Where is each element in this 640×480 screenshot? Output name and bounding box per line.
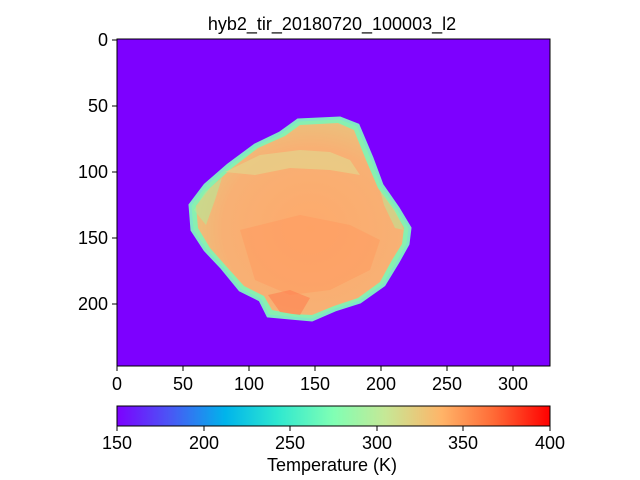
colorbar-tick-label: 300 <box>362 433 392 453</box>
image-axes-frame <box>116 38 551 367</box>
colorbar-gradient <box>116 405 551 427</box>
x-tick-label: 300 <box>498 374 528 394</box>
x-axis: 0 50 100 150 200 250 300 <box>112 366 528 394</box>
asteroid-hot-spot <box>268 290 310 315</box>
colorbar-tick-label: 400 <box>535 433 565 453</box>
image-title: hyb2_tir_20180720_100003_l2 <box>208 14 456 35</box>
colorbar-tick-label: 350 <box>448 433 478 453</box>
x-tick-label: 0 <box>112 374 122 394</box>
colorbar-tick-label: 150 <box>102 433 132 453</box>
y-tick-label: 50 <box>88 96 108 116</box>
y-tick-label: 100 <box>78 162 108 182</box>
asteroid-shadow-ridge <box>225 150 360 175</box>
x-tick-label: 200 <box>366 374 396 394</box>
y-tick-label: 200 <box>78 294 108 314</box>
colorbar-label: Temperature (K) <box>267 455 397 475</box>
asteroid-cool-edge-right <box>380 190 404 230</box>
colorbar-tick-label: 200 <box>189 433 219 453</box>
asteroid-cool-edge <box>194 178 222 225</box>
asteroid-warm-region <box>240 215 380 295</box>
x-tick-label: 250 <box>432 374 462 394</box>
y-tick-label: 0 <box>98 30 108 50</box>
x-tick-label: 100 <box>234 374 264 394</box>
colorbar-tick-label: 250 <box>275 433 305 453</box>
thermal-image <box>117 39 550 366</box>
x-tick-label: 150 <box>300 374 330 394</box>
y-tick-label: 150 <box>78 228 108 248</box>
y-axis: 0 50 100 150 200 <box>78 30 117 314</box>
x-tick-label: 50 <box>173 374 193 394</box>
colorbar: 150 200 250 300 350 400 Temperature (K) <box>102 405 565 475</box>
